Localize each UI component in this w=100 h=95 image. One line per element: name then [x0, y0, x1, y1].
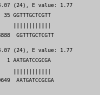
Text: ct 719649  AATGATCCGCGA: ct 719649 AATGATCCGCGA: [0, 78, 54, 83]
Text: re: 48.07 (24), E value: 1.77: re: 48.07 (24), E value: 1.77: [0, 3, 73, 8]
Text: 35 GGTTTGCTCGTT: 35 GGTTTGCTCGTT: [0, 13, 51, 18]
Text: 1 AATGATCCGCGA: 1 AATGATCCGCGA: [0, 58, 51, 63]
Text: ct 718888  GGTTTGCTCGTT: ct 718888 GGTTTGCTCGTT: [0, 33, 54, 38]
Text: ||||||||||||: ||||||||||||: [0, 23, 51, 28]
Text: ||||||||||||: ||||||||||||: [0, 68, 51, 74]
Text: re: 48.07 (24), E value: 1.77: re: 48.07 (24), E value: 1.77: [0, 48, 73, 53]
